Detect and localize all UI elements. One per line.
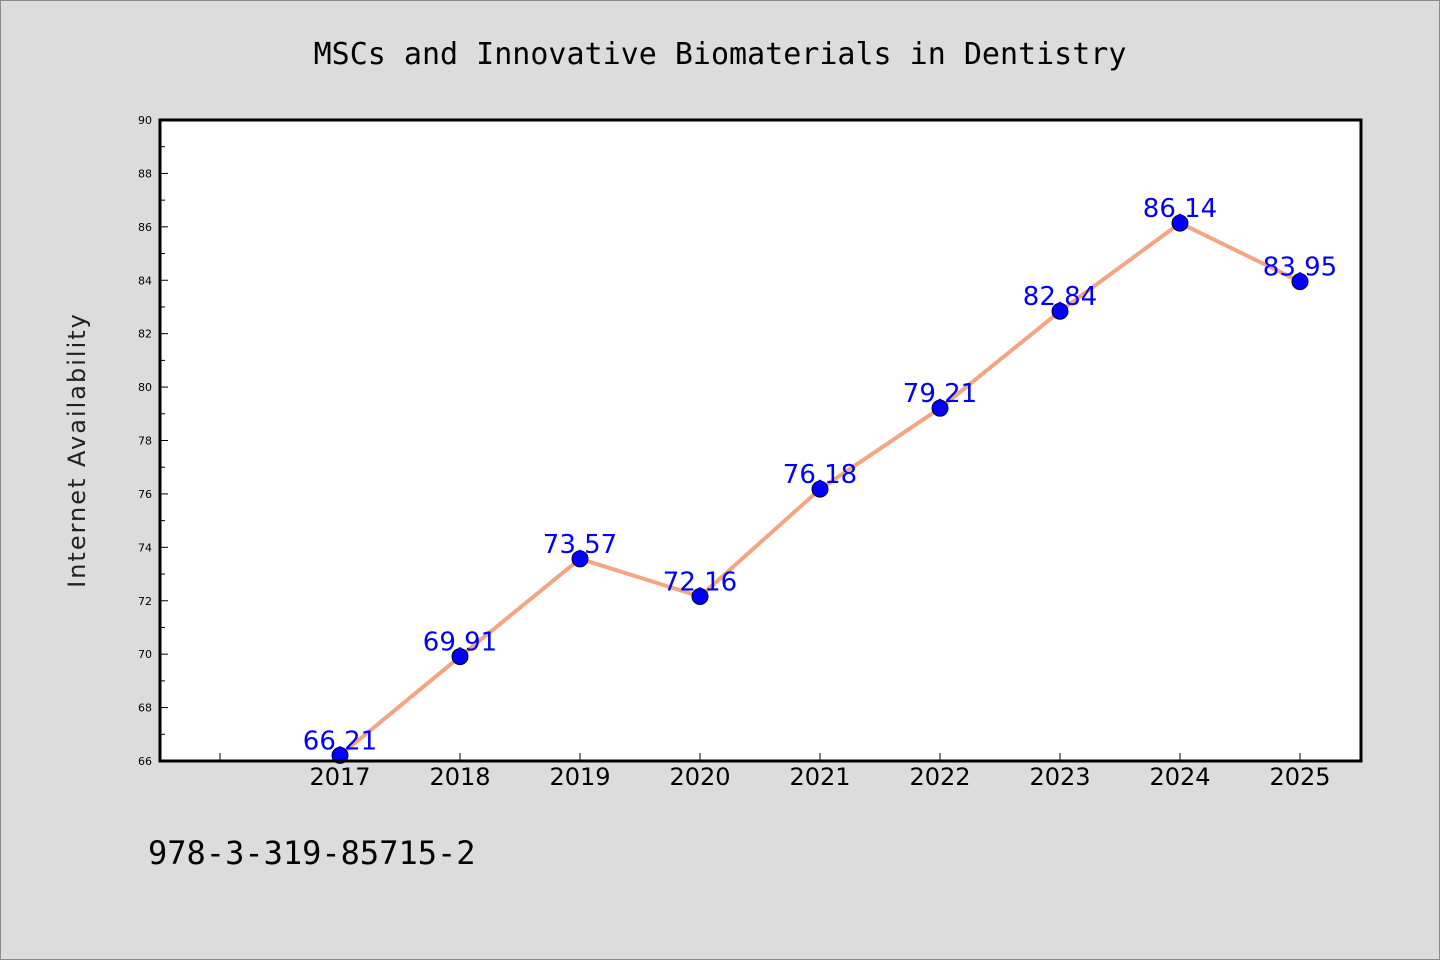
plot-frame xyxy=(158,118,1363,763)
data-label: 76.18 xyxy=(783,460,857,490)
isbn-footnote: 978-3-319-85715-2 xyxy=(148,834,476,872)
y-tick-label: 66 xyxy=(138,755,152,768)
data-label: 66.21 xyxy=(303,726,377,756)
data-point xyxy=(691,587,709,605)
data-point xyxy=(1051,302,1069,320)
data-label: 82.84 xyxy=(1023,282,1097,312)
data-point xyxy=(571,550,589,568)
chart-title: MSCs and Innovative Biomaterials in Dent… xyxy=(314,37,1127,72)
y-tick-label: 70 xyxy=(138,648,152,661)
y-tick-label: 82 xyxy=(138,328,152,341)
y-tick-label: 86 xyxy=(138,221,152,234)
x-tick-label: 2020 xyxy=(669,763,730,791)
x-tick-label: 2023 xyxy=(1029,763,1090,791)
y-tick-label: 84 xyxy=(138,274,152,287)
data-point xyxy=(1171,214,1189,232)
y-tick-label: 78 xyxy=(138,435,152,448)
data-point xyxy=(331,746,349,764)
data-point xyxy=(811,480,829,498)
x-tick-label: 2018 xyxy=(429,763,490,791)
plot-area xyxy=(160,120,1361,761)
data-label: 83.95 xyxy=(1263,253,1337,283)
x-tick-label: 2024 xyxy=(1149,763,1210,791)
x-tick-label: 2017 xyxy=(309,763,370,791)
y-tick-label: 76 xyxy=(138,488,152,501)
x-tick-label: 2021 xyxy=(789,763,850,791)
data-label: 69.91 xyxy=(423,628,497,658)
y-tick-label: 80 xyxy=(138,381,152,394)
x-axis-ticks: 2017 2018 2019 2020 2021 2022 2023 2024 2025 xyxy=(219,753,1331,791)
data-label: 73.57 xyxy=(543,530,617,560)
y-tick-label: 68 xyxy=(138,702,152,715)
data-point xyxy=(931,399,949,417)
data-point xyxy=(1291,273,1309,291)
data-label: 79.21 xyxy=(903,379,977,409)
x-tick-label: 2022 xyxy=(909,763,970,791)
y-tick-label: 74 xyxy=(138,541,152,554)
y-tick-label: 88 xyxy=(138,167,152,180)
y-tick-label: 90 xyxy=(138,114,152,127)
data-point xyxy=(451,648,469,666)
x-tick-label: 2019 xyxy=(549,763,610,791)
series-internet-availability xyxy=(331,214,1309,764)
data-labels: 66.21 69.91 73.57 72.16 76.18 79.21 82.84 86.14… xyxy=(303,194,1337,756)
data-label: 86.14 xyxy=(1143,194,1217,224)
y-axis-label: Internet Availability xyxy=(63,312,91,588)
x-tick-label: 2025 xyxy=(1269,763,1330,791)
y-tick-label: 72 xyxy=(138,595,152,608)
data-label: 72.16 xyxy=(663,567,737,597)
